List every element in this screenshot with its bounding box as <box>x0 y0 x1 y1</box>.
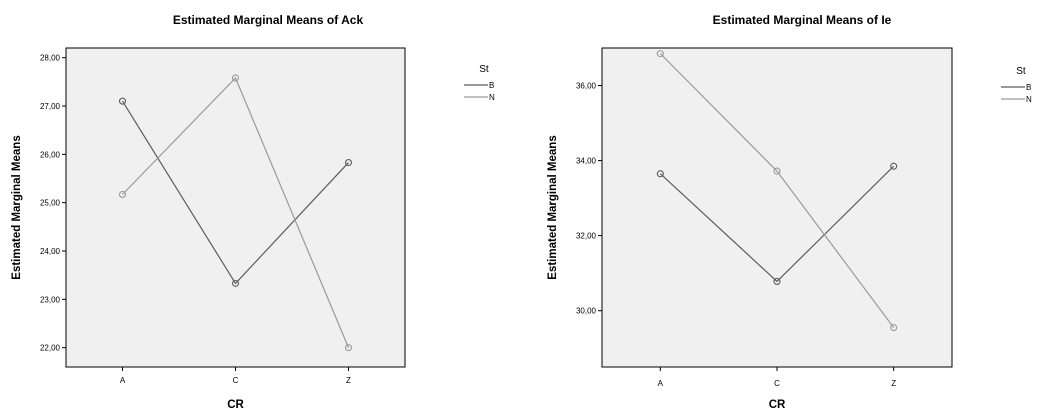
y-tick-label: 26,00 <box>40 150 61 159</box>
x-tick-label: C <box>774 379 780 388</box>
legend-title: St <box>1016 66 1026 77</box>
data-point-B <box>118 97 127 105</box>
data-point-N <box>656 50 664 58</box>
y-axis-title: Estimated Marginal Means <box>11 135 23 279</box>
y-tick-label: 22,00 <box>40 344 61 353</box>
chart-2: Estimated Marginal Means of Ie 30,00 32,00… <box>547 13 1032 411</box>
plot-area <box>65 47 406 368</box>
data-point-B <box>773 277 781 285</box>
x-tick-label: A <box>120 376 126 385</box>
x-tick-label: Z <box>891 379 896 388</box>
y-tick-label: 25,00 <box>40 199 61 208</box>
legend-label-B: B <box>1026 83 1031 92</box>
x-tick-label: Z <box>346 376 351 385</box>
data-point-N <box>890 324 898 332</box>
y-axis-title: Estimated Marginal Means <box>547 135 559 279</box>
data-point-N <box>344 344 353 352</box>
data-point-N <box>118 190 127 198</box>
x-axis-title: CR <box>227 399 244 411</box>
chart-title: Estimated Marginal Means of Ack <box>173 13 364 27</box>
legend-title: St <box>479 64 489 75</box>
data-point-B <box>344 159 353 167</box>
series-line-B <box>659 165 895 283</box>
data-point-N <box>231 74 240 82</box>
series-line-N <box>659 53 895 328</box>
y-tick-label: 27,00 <box>40 102 61 111</box>
data-point-N <box>773 167 781 175</box>
legend-label-N: N <box>489 93 495 102</box>
y-tick-label: 28,00 <box>40 54 61 63</box>
series-line-N <box>122 76 350 348</box>
chart-1: Estimated Marginal Means of Ack 22,00 23,0… <box>11 13 495 411</box>
y-tick-label: 36,00 <box>576 82 597 91</box>
plot-area <box>601 47 953 368</box>
x-tick-label: A <box>658 379 664 388</box>
x-tick-label: C <box>233 376 239 385</box>
data-point-B <box>890 162 898 170</box>
chart-title: Estimated Marginal Means of Ie <box>713 13 892 27</box>
y-tick-label: 24,00 <box>40 247 61 256</box>
y-tick-label: 30,00 <box>576 307 597 316</box>
legend-label-B: B <box>489 81 494 90</box>
data-point-B <box>656 170 664 178</box>
legend-label-N: N <box>1026 95 1032 104</box>
x-axis-title: CR <box>769 399 786 411</box>
series-line-B <box>121 100 349 285</box>
y-tick-label: 32,00 <box>576 232 597 241</box>
y-tick-label: 34,00 <box>576 157 597 166</box>
y-tick-label: 23,00 <box>40 295 61 304</box>
data-point-B <box>231 279 240 287</box>
